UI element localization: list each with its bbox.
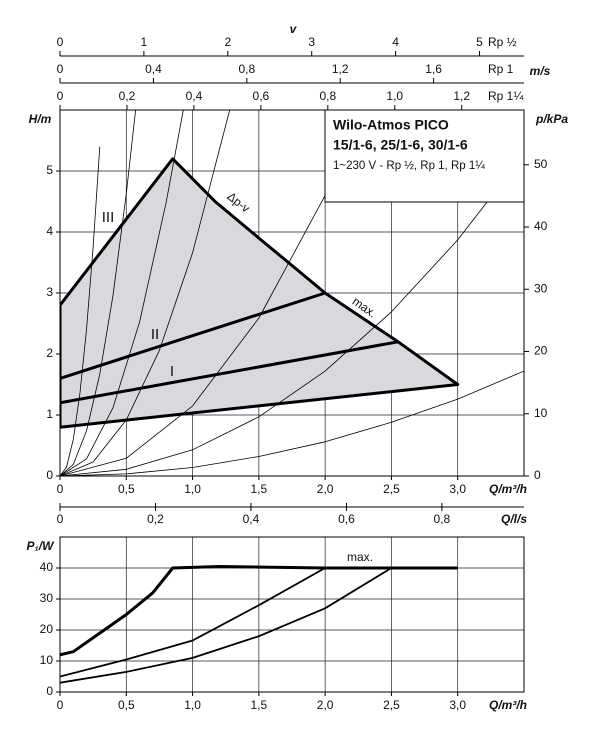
y2-axis-label: p/kPa <box>535 112 568 126</box>
x-tick-label: 1,5 <box>251 698 268 712</box>
curve <box>60 291 326 380</box>
x-tick-label: 2,0 <box>317 482 334 496</box>
x-tick-label: 3,0 <box>449 698 466 712</box>
scale-tick-label: 1 <box>141 35 148 49</box>
scale-tick-label: 1,2 <box>453 89 470 103</box>
y-axis-label: P₁/W <box>27 539 56 553</box>
scale-name: Rp ½ <box>488 35 517 49</box>
x2-tick-label: 0,8 <box>434 512 451 526</box>
scale-tick-label: 0,4 <box>145 62 162 76</box>
scale-tick-label: 0 <box>57 62 64 76</box>
plot-area <box>60 537 524 692</box>
x2-tick-label: 0,2 <box>147 512 164 526</box>
curve <box>60 340 399 405</box>
x-tick-label: 0 <box>57 698 64 712</box>
curve <box>60 110 231 476</box>
y-tick-label: 0 <box>46 468 53 482</box>
y-axis-label: H/m <box>29 112 52 126</box>
x-tick-label: 3,0 <box>449 482 466 496</box>
annotation: III <box>102 209 115 226</box>
curve <box>60 154 524 476</box>
info-box <box>324 109 525 203</box>
scale-tick-label: 1,0 <box>386 89 403 103</box>
x-tick-label: 0,5 <box>118 482 135 496</box>
plot-frame <box>59 536 525 693</box>
curve <box>60 110 136 476</box>
box-title: Wilo-Atmos PICO <box>333 117 449 133</box>
y-tick-label: 40 <box>40 560 54 574</box>
y-tick-label: 30 <box>40 591 54 605</box>
scale-tick-label: 0,4 <box>186 89 203 103</box>
curve <box>60 146 101 476</box>
scale-name: Rp 1¼ <box>488 89 524 103</box>
x-axis-label: Q/m³/h <box>489 482 527 496</box>
scale-unit: m/s <box>530 64 551 78</box>
annotation: II <box>151 326 159 343</box>
box-note: 1~230 V - Rp ½, Rp 1, Rp 1¼ <box>333 160 485 172</box>
x2-tick-label: 0,6 <box>338 512 355 526</box>
curve <box>60 567 392 684</box>
y2-tick-label: 30 <box>534 281 548 295</box>
y-tick-label: 0 <box>46 684 53 698</box>
scale-tick-label: 5 <box>476 35 483 49</box>
scale-tick-label: 0 <box>57 89 64 103</box>
x2-tick-label: 0 <box>57 512 64 526</box>
x-tick-label: 1,0 <box>184 482 201 496</box>
scale-tick-label: 0,8 <box>319 89 336 103</box>
scale-tick-label: 3 <box>308 35 315 49</box>
scale-name: Rp 1 <box>488 62 514 76</box>
curve <box>60 110 184 476</box>
x-tick-label: 0 <box>57 482 64 496</box>
y-tick-label: 20 <box>40 622 54 636</box>
annotation: max. <box>347 550 373 564</box>
x-tick-label: 2,5 <box>383 482 400 496</box>
y2-tick-label: 50 <box>534 157 548 171</box>
y2-tick-label: 0 <box>534 468 541 482</box>
scale-title: v <box>290 22 298 36</box>
y2-tick-label: 40 <box>534 219 548 233</box>
x-tick-label: 0,5 <box>118 698 135 712</box>
x-tick-label: 2,0 <box>317 698 334 712</box>
scale-tick-label: 1,2 <box>332 62 349 76</box>
box-subtitle: 15/1-6, 25/1-6, 30/1-6 <box>333 137 468 153</box>
y-tick-label: 4 <box>46 224 53 238</box>
x-tick-label: 1,5 <box>251 482 268 496</box>
y2-tick-label: 10 <box>534 406 548 420</box>
scale-tick-label: 0 <box>57 35 64 49</box>
y-tick-label: 1 <box>46 407 53 421</box>
scale-tick-label: 2 <box>224 35 231 49</box>
scale-tick-label: 0,6 <box>253 89 270 103</box>
x-tick-label: 2,5 <box>383 698 400 712</box>
y-tick-label: 2 <box>46 346 53 360</box>
y-tick-label: 10 <box>40 653 54 667</box>
y-tick-label: 5 <box>46 163 53 177</box>
x-tick-label: 1,0 <box>184 698 201 712</box>
scale-tick-label: 0,2 <box>119 89 136 103</box>
x2-axis-label: Q/l/s <box>501 512 527 526</box>
x2-tick-label: 0,4 <box>243 512 260 526</box>
y2-tick-label: 20 <box>534 344 548 358</box>
curve <box>60 370 524 476</box>
annotation: I <box>170 363 174 380</box>
operating-area <box>60 157 460 429</box>
scale-tick-label: 0,8 <box>238 62 255 76</box>
curve <box>60 567 326 678</box>
curve <box>60 565 458 657</box>
y-tick-label: 3 <box>46 285 53 299</box>
scale-tick-label: 1,6 <box>425 62 442 76</box>
scale-tick-label: 4 <box>392 35 399 49</box>
x-axis-label: Q/m³/h <box>489 698 527 712</box>
